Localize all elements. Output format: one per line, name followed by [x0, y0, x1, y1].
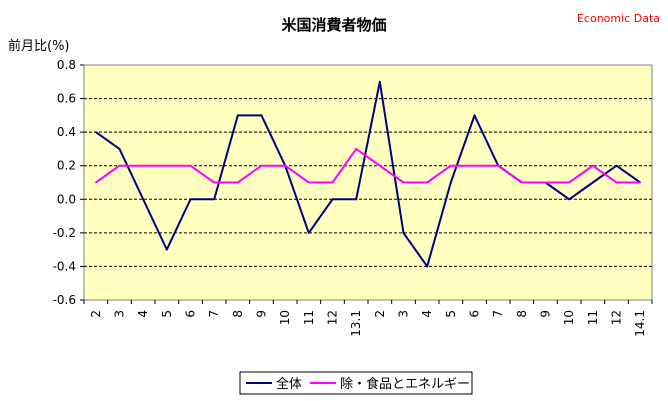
x-tick-label: 9 — [255, 310, 269, 318]
series-0-point — [592, 181, 594, 184]
x-tick-label: 12 — [326, 310, 340, 325]
y-tick-label: 0.8 — [57, 58, 76, 72]
x-tick-label: 11 — [302, 310, 316, 325]
series-0-point — [473, 114, 476, 117]
x-tick-label: 3 — [113, 310, 127, 318]
series-1-point — [142, 164, 144, 167]
y-tick-label: 0.2 — [57, 159, 76, 173]
x-tick-label: 10 — [562, 310, 576, 325]
x-tick-label: 8 — [231, 310, 245, 318]
x-tick-label: 14.1 — [633, 310, 647, 337]
x-tick-label: 8 — [515, 310, 529, 318]
x-tick-label: 13.1 — [349, 310, 363, 337]
x-tick-label: 5 — [444, 310, 458, 318]
x-tick-label: 4 — [136, 310, 150, 318]
series-1-point — [284, 164, 286, 167]
series-0-point — [237, 114, 239, 117]
series-1-point — [568, 181, 570, 184]
series-line-1 — [95, 147, 641, 184]
series-0-point — [213, 198, 215, 201]
series-1-point — [189, 164, 192, 167]
series-1-point — [497, 164, 499, 167]
series-0-point — [568, 198, 570, 201]
series-1-point — [615, 181, 618, 184]
series-1-point — [379, 164, 381, 167]
series-1-point — [544, 181, 547, 184]
series-1-point — [473, 164, 476, 167]
series-0-point — [426, 265, 428, 268]
series-0-point — [402, 232, 405, 234]
chart-title: 米国消費者物価 — [281, 16, 386, 34]
series-0-point — [379, 80, 381, 83]
x-tick-label: 3 — [397, 310, 411, 318]
series-1-point — [331, 181, 334, 184]
series-1-point — [95, 181, 97, 184]
series-0-point — [118, 148, 121, 150]
x-tick-label: 6 — [468, 310, 482, 318]
series-0-point — [450, 181, 452, 184]
x-tick-label: 2 — [373, 310, 387, 318]
x-tick-label: 4 — [420, 310, 434, 318]
series-0-point — [142, 198, 144, 201]
series-0-point — [331, 198, 334, 201]
series-1-point — [355, 148, 357, 150]
legend-label-total: 全体 — [276, 376, 302, 392]
series-0-point — [355, 198, 357, 201]
x-tick-label: 9 — [539, 310, 553, 318]
series-0-point — [615, 164, 618, 167]
series-1-point — [402, 181, 405, 184]
series-0-point — [189, 198, 192, 201]
x-axis-ticks: 2 3 4 5 6 7 8 9 10 11 12 13.1 2 3 4 5 6 7 8 9 10 11 12 14.1 — [83, 300, 653, 337]
y-axis-label: 前月比(%) — [8, 38, 70, 54]
y-axis-ticks: 0.8 0.6 0.4 0.2 0.0 -0.2 -0.4 -0.6 — [53, 58, 84, 307]
series-line-0 — [95, 80, 641, 268]
x-tick-label: 6 — [184, 310, 198, 318]
series-1-point — [260, 164, 263, 167]
x-tick-label: 12 — [610, 310, 624, 325]
x-tick-label: 7 — [207, 310, 221, 318]
x-tick-label: 2 — [89, 310, 103, 318]
series-1-point — [213, 181, 215, 184]
x-tick-label: 10 — [278, 310, 292, 325]
source-label: Economic Data — [577, 12, 660, 25]
x-tick-label: 7 — [491, 310, 505, 318]
series-0-point — [260, 114, 263, 117]
x-tick-label: 5 — [160, 310, 174, 318]
series-lines — [95, 80, 641, 268]
series-0-point — [95, 131, 97, 133]
legend-label-core: 除・食品とエネルギー — [340, 376, 470, 392]
series-0-point — [308, 232, 310, 234]
x-tick-label: 11 — [586, 310, 600, 325]
series-1-point — [639, 181, 641, 184]
series-1-point — [592, 164, 594, 167]
y-tick-label: -0.2 — [53, 226, 76, 240]
y-tick-label: 0.4 — [57, 125, 76, 139]
y-tick-label: -0.6 — [53, 293, 76, 307]
series-1-point — [237, 181, 239, 184]
legend-box — [239, 371, 473, 395]
series-1-point — [166, 164, 168, 167]
series-1-point — [450, 164, 452, 167]
series-1-point — [118, 164, 121, 167]
series-0-point — [166, 248, 168, 251]
y-tick-label: 0.6 — [57, 92, 76, 106]
y-tick-label: -0.4 — [53, 259, 76, 273]
series-1-point — [308, 181, 310, 184]
series-1-point — [426, 181, 428, 184]
y-tick-label: 0.0 — [57, 192, 76, 206]
series-1-point — [521, 181, 523, 184]
